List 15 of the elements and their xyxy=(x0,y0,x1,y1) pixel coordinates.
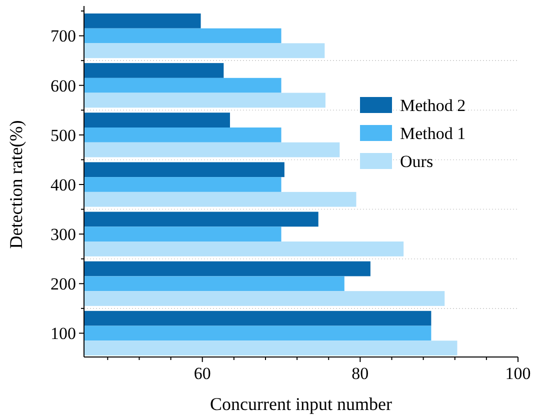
y-tick-label: 700 xyxy=(50,26,76,46)
x-axis-title: Concurrent input number xyxy=(210,394,392,414)
x-tick-label: 80 xyxy=(352,364,369,383)
y-axis-title: Detection rate(%) xyxy=(6,120,26,249)
y-tick-label: 100 xyxy=(50,324,76,344)
legend-label: Method 1 xyxy=(400,124,466,143)
y-tick-label: 400 xyxy=(50,175,76,194)
y-tick-label: 300 xyxy=(50,225,76,244)
y-tick-label: 600 xyxy=(50,76,76,96)
x-tick-label: 60 xyxy=(194,364,211,383)
legend-label: Method 2 xyxy=(400,96,466,115)
y-tick-label: 500 xyxy=(50,126,76,145)
legend-label: Ours xyxy=(400,152,434,171)
y-tick-label: 200 xyxy=(50,274,76,294)
x-tick-label: 100 xyxy=(505,364,531,383)
